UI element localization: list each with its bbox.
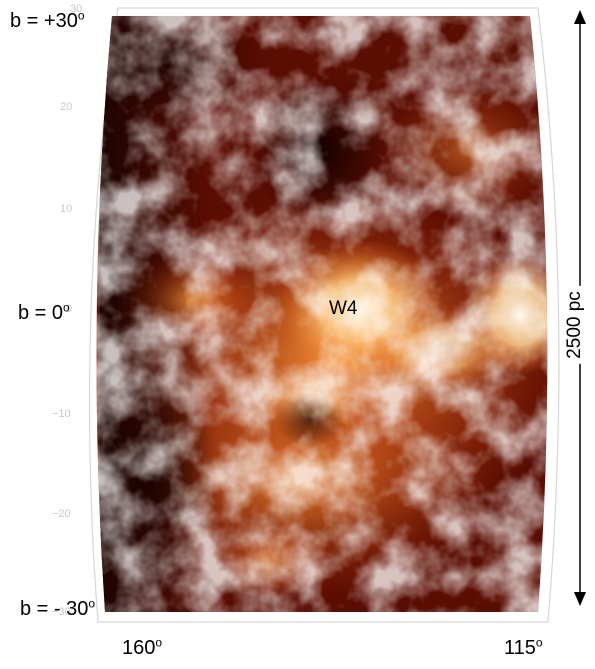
latitude-label-middle: b = 0o — [18, 300, 70, 325]
w4-feature-label: W4 — [329, 298, 358, 319]
projection-outline — [88, 7, 560, 623]
tick-30: 30 — [70, 3, 83, 15]
longitude-label-right: 115o — [504, 635, 543, 660]
tick-0: 0 — [66, 303, 73, 315]
tick-10: 10 — [60, 203, 73, 215]
emission-map — [96, 16, 548, 612]
tick-20: 20 — [60, 101, 73, 113]
longitude-label-left-text: 160 — [122, 637, 156, 659]
latitude-label-top-text: b = +30 — [10, 10, 78, 32]
longitude-label-right-text: 115 — [504, 637, 536, 659]
latitude-label-middle-text: b = 0 — [18, 302, 64, 324]
degree-mark: o — [77, 8, 85, 23]
latitude-label-bottom: b = - 30o — [20, 596, 96, 621]
tick-minus20: −20 — [52, 508, 71, 520]
longitude-label-left: 160o — [122, 635, 163, 660]
latitude-label-bottom-text: b = - 30 — [20, 598, 89, 620]
degree-mark: o — [88, 596, 96, 611]
degree-mark: o — [535, 635, 543, 650]
degree-mark: o — [63, 300, 70, 315]
scale-length-label: 2500 pc — [564, 286, 586, 364]
tick-minus30: −30 — [52, 606, 71, 618]
latitude-label-top: b = +30o — [10, 8, 85, 33]
degree-mark: o — [155, 635, 163, 650]
tick-minus10: −10 — [52, 408, 71, 420]
